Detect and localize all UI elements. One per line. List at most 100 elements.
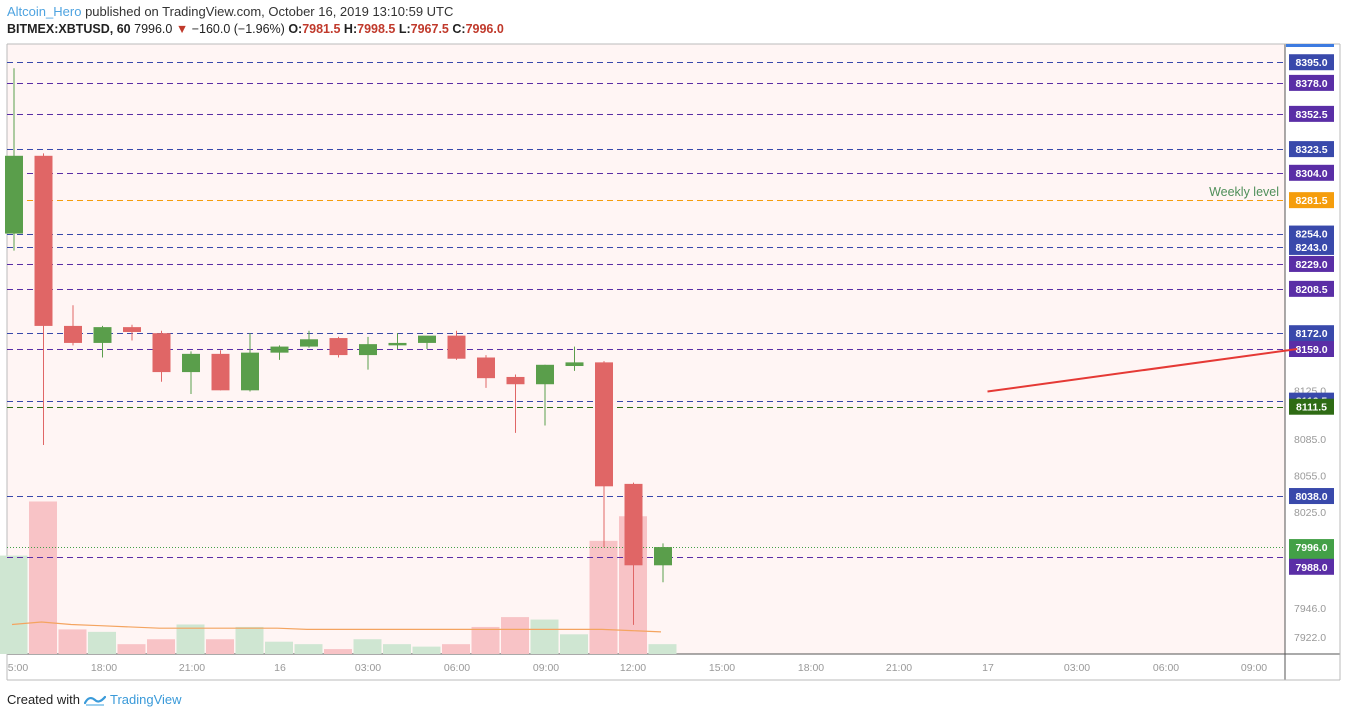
time-tick-label: 06:00 <box>1153 662 1179 674</box>
volume-bar <box>648 644 677 654</box>
candle-body <box>447 335 466 359</box>
time-tick-label: 09:00 <box>1241 662 1267 674</box>
level-price-tag <box>1289 225 1334 242</box>
volume-bar <box>383 644 411 654</box>
candle-body <box>182 353 200 373</box>
volume-bar <box>117 644 146 654</box>
high-value: 7998.5 <box>357 22 396 36</box>
candle-body <box>270 346 289 353</box>
axes-layer: 8125.08085.08055.08025.07946.07922.08395… <box>8 54 1334 674</box>
down-arrow-icon: ▼ <box>175 22 189 36</box>
candle-body <box>211 353 230 391</box>
candle-body <box>654 547 672 566</box>
candles-layer <box>5 68 672 625</box>
level-price-tag <box>1289 488 1334 505</box>
candle-body <box>300 339 318 347</box>
level-price-label: 8208.5 <box>1295 284 1327 296</box>
candle-body <box>388 342 407 346</box>
volume-bar <box>0 555 28 654</box>
volume-bar <box>88 631 116 654</box>
tradingview-brand-link[interactable]: TradingView <box>109 692 182 707</box>
level-price-label: 8323.5 <box>1295 144 1327 156</box>
volume-bar <box>442 644 470 654</box>
price-tick-label: 7922.0 <box>1294 632 1326 644</box>
time-tick-label: 21:00 <box>179 662 205 674</box>
candle-body <box>5 155 23 234</box>
level-price-tag <box>1289 74 1334 91</box>
time-tick-label: 18:00 <box>91 662 117 674</box>
candle-body <box>64 325 82 343</box>
open-value: 7981.5 <box>302 22 341 36</box>
symbol-name[interactable]: BITMEX:XBTUSD, 60 <box>7 22 131 36</box>
price-tick-label: 8025.0 <box>1294 507 1326 519</box>
level-price-tag <box>1289 325 1334 342</box>
level-price-label: 8172.0 <box>1295 328 1327 340</box>
symbol-legend: BITMEX:XBTUSD, 60 7996.0 ▼ −160.0 (−1.96… <box>7 22 504 36</box>
level-price-tag <box>1289 141 1334 158</box>
candle-body <box>123 327 141 332</box>
volume-bar <box>29 501 57 654</box>
volume-bar <box>353 639 382 654</box>
level-price-label: 8159.0 <box>1295 344 1327 356</box>
level-price-tag <box>1289 398 1334 415</box>
volume-bar <box>206 639 234 654</box>
level-price-label: 8304.0 <box>1295 168 1327 180</box>
created-with-text: Created with <box>7 692 80 707</box>
volume-bar <box>589 540 618 654</box>
time-tick-label: 12:00 <box>620 662 646 674</box>
low-label: L: <box>398 22 411 36</box>
candle-body <box>536 364 554 385</box>
candle-body <box>359 344 377 356</box>
level-price-label: 8254.0 <box>1295 229 1327 241</box>
volume-bar <box>176 624 205 654</box>
level-price-tag <box>1289 558 1334 575</box>
tradingview-logo-icon <box>83 695 106 706</box>
current-price-label: 7996.0 <box>1295 542 1327 554</box>
candle-body <box>329 338 348 356</box>
candle-body <box>93 327 112 343</box>
price-tick-label: 7946.0 <box>1294 603 1326 615</box>
volume-bar <box>58 629 87 654</box>
level-price-tag <box>1289 192 1334 209</box>
volume-bar <box>294 644 323 654</box>
time-tick-label: 16 <box>274 662 286 674</box>
author-name[interactable]: Altcoin_Hero <box>7 4 82 19</box>
last-price: 7996.0 <box>134 22 173 36</box>
horizontal-levels-layer <box>7 62 1285 558</box>
time-tick-label: 09:00 <box>533 662 559 674</box>
time-tick-label: 17 <box>982 662 994 674</box>
time-tick-label: 5:00 <box>8 662 29 674</box>
level-price-label: 8378.0 <box>1295 78 1327 90</box>
level-price-tag <box>1289 341 1334 357</box>
trendline <box>987 348 1298 393</box>
level-price-label: 7988.0 <box>1295 562 1327 574</box>
close-label: C: <box>452 22 466 36</box>
time-tick-label: 15:00 <box>709 662 735 674</box>
weekly-level-annotation: Weekly level <box>1209 185 1279 199</box>
level-price-tag <box>1289 280 1334 297</box>
candle-body <box>152 333 171 373</box>
level-price-tag <box>1289 255 1334 272</box>
time-tick-label: 03:00 <box>355 662 381 674</box>
level-price-label: 8243.0 <box>1295 242 1327 254</box>
volume-bar <box>412 646 441 654</box>
candle-body <box>418 335 436 343</box>
time-tick-label: 06:00 <box>444 662 470 674</box>
volume-bar <box>560 634 588 654</box>
level-price-tag <box>1289 238 1334 255</box>
candle-body <box>506 376 525 385</box>
time-tick-label: 21:00 <box>886 662 912 674</box>
level-price-label: 8281.5 <box>1295 195 1327 207</box>
level-price-label: 8395.0 <box>1295 57 1327 69</box>
publish-info: Altcoin_Hero published on TradingView.co… <box>7 4 453 19</box>
footer: Created with TradingView <box>7 692 182 707</box>
open-label: O: <box>288 22 303 36</box>
volume-moving-average-line <box>11 621 662 633</box>
volume-bar <box>147 639 175 654</box>
close-value: 7996.0 <box>465 22 504 36</box>
price-axis-top-marker <box>1286 44 1334 47</box>
price-axis-background <box>1285 44 1340 680</box>
time-tick-label: 03:00 <box>1064 662 1090 674</box>
time-tick-label: 18:00 <box>798 662 824 674</box>
